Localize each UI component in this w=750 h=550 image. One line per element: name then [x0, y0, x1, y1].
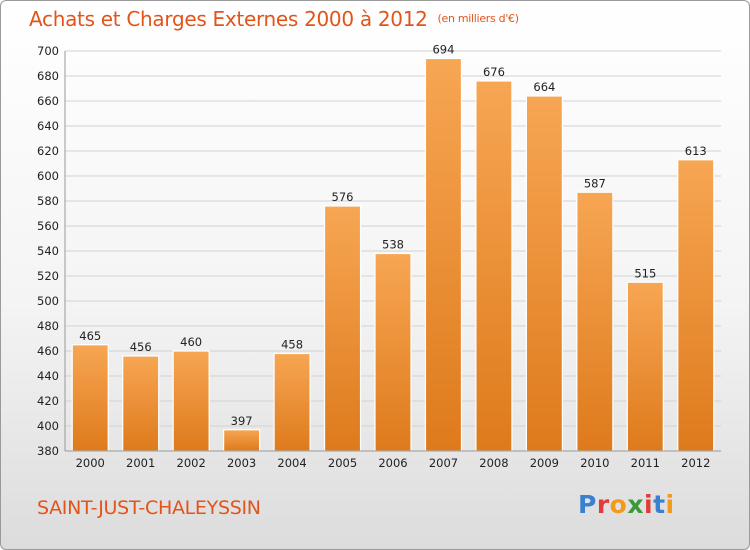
bar	[374, 252, 412, 452]
data-label: 676	[483, 65, 505, 79]
logo-letter: x	[627, 490, 644, 519]
y-tick-label: 400	[37, 419, 59, 433]
x-tick-label: 2009	[530, 456, 559, 470]
bar	[424, 57, 463, 452]
x-tick-label: 2011	[631, 456, 660, 470]
x-tick-label: 2003	[227, 456, 256, 470]
y-tick-label: 580	[37, 194, 59, 208]
y-tick-label: 620	[37, 144, 59, 158]
logo-letter: i	[665, 490, 675, 519]
y-tick-label: 560	[37, 219, 59, 233]
data-label: 694	[432, 43, 454, 57]
y-tick-label: 480	[37, 319, 59, 333]
logo-letter: t	[653, 490, 666, 519]
logo-letter: i	[644, 490, 654, 519]
x-tick-label: 2002	[177, 456, 206, 470]
bar	[626, 281, 664, 452]
y-tick-label: 500	[37, 294, 59, 308]
bar	[525, 95, 563, 452]
data-label: 465	[79, 329, 101, 343]
x-tick-label: 2005	[328, 456, 357, 470]
bar	[172, 350, 210, 452]
data-label: 397	[231, 414, 253, 428]
x-tick-label: 2010	[580, 456, 609, 470]
logo-letter: o	[609, 490, 628, 519]
data-label: 664	[533, 80, 555, 94]
bar	[475, 80, 513, 452]
commune-name: SAINT-JUST-CHALEYSSIN	[37, 497, 261, 519]
data-label: 460	[180, 335, 202, 349]
data-label: 587	[584, 176, 606, 190]
y-tick-label: 640	[37, 119, 59, 133]
bar	[122, 355, 160, 452]
bar	[677, 159, 715, 452]
y-tick-label: 540	[37, 244, 59, 258]
data-label: 613	[685, 144, 707, 158]
x-tick-label: 2007	[429, 456, 458, 470]
chart-title: Achats et Charges Externes 2000 à 2012 (e…	[29, 7, 519, 31]
unit-label: (en milliers d'€)	[437, 12, 519, 25]
data-label: 576	[332, 190, 354, 204]
x-tick-label: 2001	[126, 456, 155, 470]
x-tick-label: 2000	[76, 456, 105, 470]
logo-letter: P	[578, 490, 597, 519]
data-label: 456	[130, 340, 152, 354]
y-tick-label: 420	[37, 394, 59, 408]
data-label: 458	[281, 338, 303, 352]
proxiti-logo: Proxiti	[578, 490, 675, 519]
bar	[223, 429, 261, 452]
title-text: Achats et Charges Externes 2000 à 2012	[29, 7, 428, 31]
bar	[576, 191, 614, 452]
y-tick-label: 380	[37, 444, 59, 458]
y-tick-label: 680	[37, 69, 59, 83]
data-label: 538	[382, 238, 404, 252]
bar	[273, 352, 311, 452]
x-tick-label: 2008	[479, 456, 508, 470]
x-tick-label: 2006	[378, 456, 407, 470]
y-tick-label: 460	[37, 344, 59, 358]
y-tick-label: 440	[37, 369, 59, 383]
y-tick-label: 520	[37, 269, 59, 283]
bar	[323, 205, 362, 452]
bar	[71, 344, 109, 452]
logo-letter: r	[596, 490, 610, 519]
y-tick-label: 600	[37, 169, 59, 183]
x-tick-label: 2012	[681, 456, 710, 470]
data-label: 515	[634, 266, 656, 280]
x-tick-label: 2004	[277, 456, 306, 470]
y-tick-label: 660	[37, 94, 59, 108]
y-tick-label: 700	[37, 44, 59, 58]
